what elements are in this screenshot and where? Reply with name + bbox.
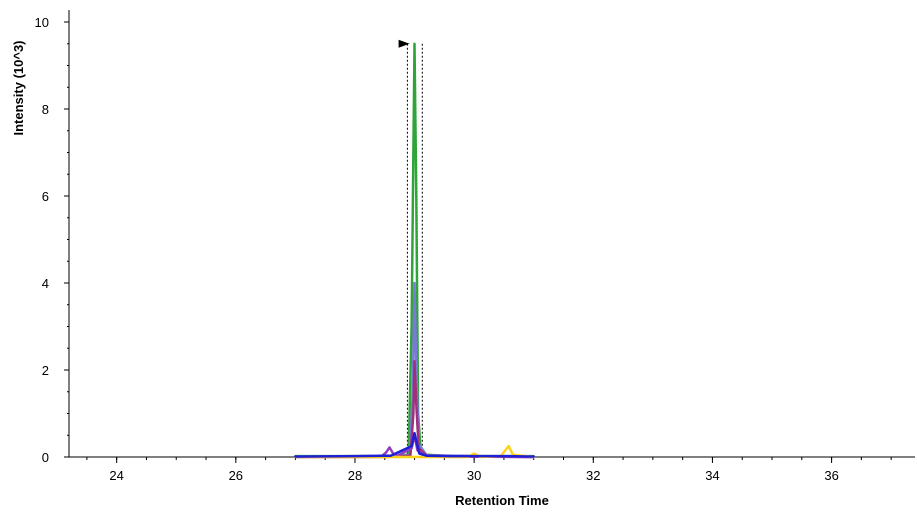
series-group: [294, 42, 535, 459]
x-tick-label: 32: [586, 468, 600, 483]
x-tick-label: 26: [229, 468, 243, 483]
apex-marker-icon: [398, 39, 410, 48]
y-tick-label: 6: [42, 189, 49, 204]
x-tick-label: 24: [109, 468, 123, 483]
x-tick-label: 30: [467, 468, 481, 483]
y-tick-label: 10: [35, 15, 49, 30]
y-tick-label: 4: [42, 276, 49, 291]
series-line: [294, 431, 535, 458]
x-tick-label: 36: [824, 468, 838, 483]
y-tick-label: 0: [42, 450, 49, 465]
x-axis: 24 26 28 30 32 34 36: [69, 456, 915, 483]
integration-window: [398, 39, 423, 457]
y-axis-title: Intensity (10^3): [11, 40, 26, 135]
y-tick-label: 2: [42, 363, 49, 378]
x-tick-label: 28: [348, 468, 362, 483]
y-axis: 0 2 4 6 8 10: [35, 10, 70, 465]
y-tick-label: 8: [42, 102, 49, 117]
x-axis-title: Retention Time: [455, 493, 549, 508]
x-tick-label: 34: [705, 468, 719, 483]
series-line: [294, 360, 535, 459]
